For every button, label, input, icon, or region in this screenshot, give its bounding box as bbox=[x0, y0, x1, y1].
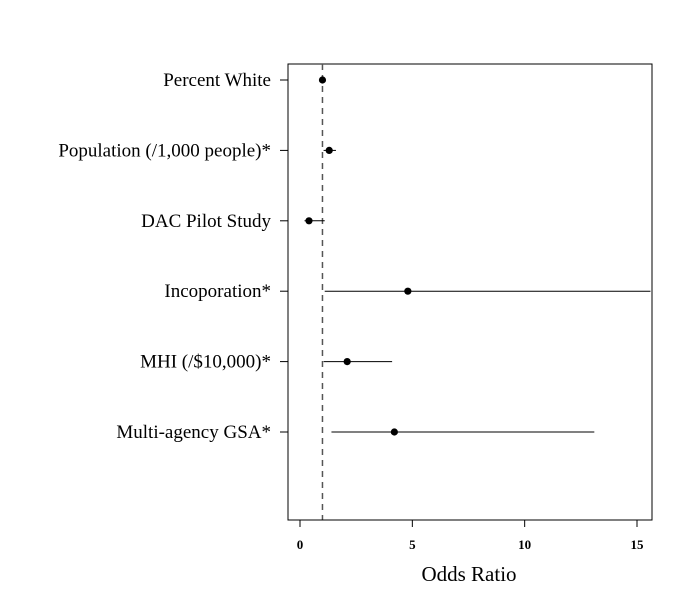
x-tick-label: 10 bbox=[518, 537, 531, 552]
x-tick-label: 15 bbox=[631, 537, 645, 552]
y-tick-label: DAC Pilot Study bbox=[141, 211, 271, 232]
point-estimate bbox=[343, 358, 351, 366]
y-tick-label: Population (/1,000 people)* bbox=[58, 140, 271, 161]
x-tick-label: 5 bbox=[409, 537, 416, 552]
x-axis: 0 5 10 15 bbox=[297, 519, 645, 552]
forest-row: Incoporation* bbox=[164, 281, 651, 302]
point-estimate bbox=[404, 287, 412, 295]
y-tick-label: Multi-agency GSA* bbox=[116, 422, 271, 443]
y-tick-label: Percent White bbox=[163, 70, 271, 91]
forest-row: Multi-agency GSA* bbox=[116, 422, 595, 443]
forest-row: Population (/1,000 people)* bbox=[58, 140, 336, 161]
x-axis-title: Odds Ratio bbox=[421, 562, 516, 586]
y-tick-label: MHI (/$10,000)* bbox=[140, 352, 271, 373]
forest-row: MHI (/$10,000)* bbox=[140, 352, 393, 373]
point-estimate bbox=[390, 428, 398, 436]
forest-row: Percent White bbox=[163, 70, 327, 91]
forest-rows: Percent White Population (/1,000 people)*… bbox=[58, 64, 651, 520]
point-estimate bbox=[325, 146, 333, 154]
y-tick-label: Incoporation* bbox=[164, 281, 271, 302]
point-estimate bbox=[318, 76, 327, 84]
forest-row: DAC Pilot Study bbox=[141, 211, 325, 232]
x-tick-label: 0 bbox=[297, 537, 304, 552]
point-estimate bbox=[305, 217, 313, 225]
plot-frame bbox=[287, 63, 653, 521]
